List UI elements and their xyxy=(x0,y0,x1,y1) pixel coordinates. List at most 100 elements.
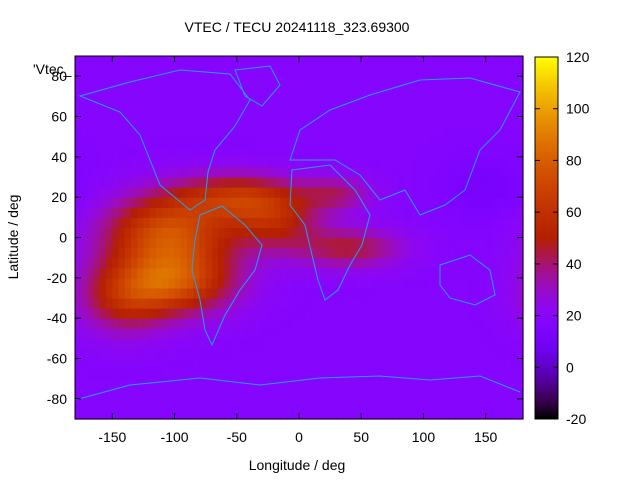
heatmap-cell xyxy=(286,106,294,118)
heatmap-cell xyxy=(99,388,107,400)
heatmap-cell xyxy=(199,277,207,289)
heatmap-cell xyxy=(473,166,481,178)
heatmap-cell xyxy=(87,318,95,329)
heatmap-cell xyxy=(211,177,219,188)
heatmap-cell xyxy=(348,166,356,178)
heatmap-cell xyxy=(249,308,257,319)
heatmap-cell xyxy=(473,126,481,138)
heatmap-cell xyxy=(311,287,319,299)
heatmap-cell xyxy=(274,177,281,188)
heatmap-cell xyxy=(485,207,493,218)
heatmap-cell xyxy=(498,86,505,97)
heatmap-cell xyxy=(149,217,157,229)
heatmap-cell xyxy=(292,76,300,87)
heatmap-cell xyxy=(355,408,362,420)
heatmap-cell xyxy=(491,257,499,269)
heatmap-cell xyxy=(454,156,462,168)
heatmap-cell xyxy=(174,217,182,229)
heatmap-cell xyxy=(249,136,257,148)
heatmap-cell xyxy=(355,267,362,279)
heatmap-cell xyxy=(460,358,468,370)
heatmap-cell xyxy=(361,76,369,87)
heatmap-cell xyxy=(224,96,232,108)
heatmap-cell xyxy=(137,358,145,370)
heatmap-cell xyxy=(404,257,412,269)
heatmap-cell xyxy=(106,106,113,118)
heatmap-cell xyxy=(355,177,362,188)
heatmap-cell xyxy=(155,146,163,158)
heatmap-cell xyxy=(274,197,281,208)
heatmap-cell xyxy=(411,156,418,168)
heatmap-cell xyxy=(118,298,126,309)
heatmap-cell xyxy=(454,177,462,188)
heatmap-cell xyxy=(473,76,481,87)
heatmap-cell xyxy=(299,298,306,309)
heatmap-cell xyxy=(404,156,412,168)
heatmap-cell xyxy=(367,177,375,188)
heatmap-cell xyxy=(355,388,362,400)
heatmap-cell xyxy=(249,287,257,299)
heatmap-cell xyxy=(386,217,393,229)
heatmap-cell xyxy=(510,86,518,97)
heatmap-cell xyxy=(274,298,281,309)
heatmap-cell xyxy=(448,146,456,158)
heatmap-cell xyxy=(386,398,393,410)
heatmap-cell xyxy=(429,86,437,97)
heatmap-cell xyxy=(193,267,201,279)
heatmap-cell xyxy=(131,106,138,118)
heatmap-cell xyxy=(224,156,232,168)
heatmap-cell xyxy=(286,66,294,77)
heatmap-cell xyxy=(255,116,263,128)
heatmap-cell xyxy=(367,217,375,229)
heatmap-cell xyxy=(317,156,325,168)
heatmap-cell xyxy=(137,227,145,239)
heatmap-cell xyxy=(274,126,281,138)
heatmap-cell xyxy=(498,388,505,400)
heatmap-cell xyxy=(106,96,113,108)
heatmap-cell xyxy=(249,217,257,229)
heatmap-cell xyxy=(460,398,468,410)
heatmap-cell xyxy=(106,388,113,400)
heatmap-cell xyxy=(131,388,138,400)
heatmap-cell xyxy=(211,328,219,339)
heatmap-cell xyxy=(311,267,319,279)
heatmap-cell xyxy=(274,257,281,269)
heatmap-cell xyxy=(373,378,381,390)
heatmap-cell xyxy=(305,277,313,289)
heatmap-cell xyxy=(162,368,169,380)
heatmap-cell xyxy=(99,146,107,158)
heatmap-cell xyxy=(180,348,188,360)
heatmap-cell xyxy=(218,257,225,269)
heatmap-cell xyxy=(205,287,213,299)
heatmap-cell xyxy=(149,197,157,208)
heatmap-cell xyxy=(467,197,474,208)
heatmap-cell xyxy=(454,368,462,380)
heatmap-cell xyxy=(485,247,493,259)
heatmap-cell xyxy=(274,398,281,410)
heatmap-cell xyxy=(106,86,113,97)
heatmap-cell xyxy=(367,358,375,370)
heatmap-cell xyxy=(81,116,89,128)
heatmap-cell xyxy=(348,368,356,380)
heatmap-cell xyxy=(454,136,462,148)
heatmap-cell xyxy=(435,156,443,168)
heatmap-cell xyxy=(218,227,225,239)
heatmap-cell xyxy=(411,86,418,97)
heatmap-cell xyxy=(255,398,263,410)
heatmap-cell xyxy=(118,368,126,380)
heatmap-cell xyxy=(180,308,188,319)
heatmap-cell xyxy=(286,76,294,87)
heatmap-cell xyxy=(417,257,425,269)
heatmap-cell xyxy=(367,96,375,108)
heatmap-cell xyxy=(417,227,425,239)
heatmap-cell xyxy=(155,277,163,289)
heatmap-cell xyxy=(392,277,400,289)
heatmap-cell xyxy=(429,368,437,380)
heatmap-cell xyxy=(491,177,499,188)
heatmap-cell xyxy=(187,207,194,218)
heatmap-cell xyxy=(305,378,313,390)
heatmap-cell xyxy=(373,398,381,410)
heatmap-cell xyxy=(180,287,188,299)
heatmap-cell xyxy=(473,197,481,208)
heatmap-cell xyxy=(491,76,499,87)
